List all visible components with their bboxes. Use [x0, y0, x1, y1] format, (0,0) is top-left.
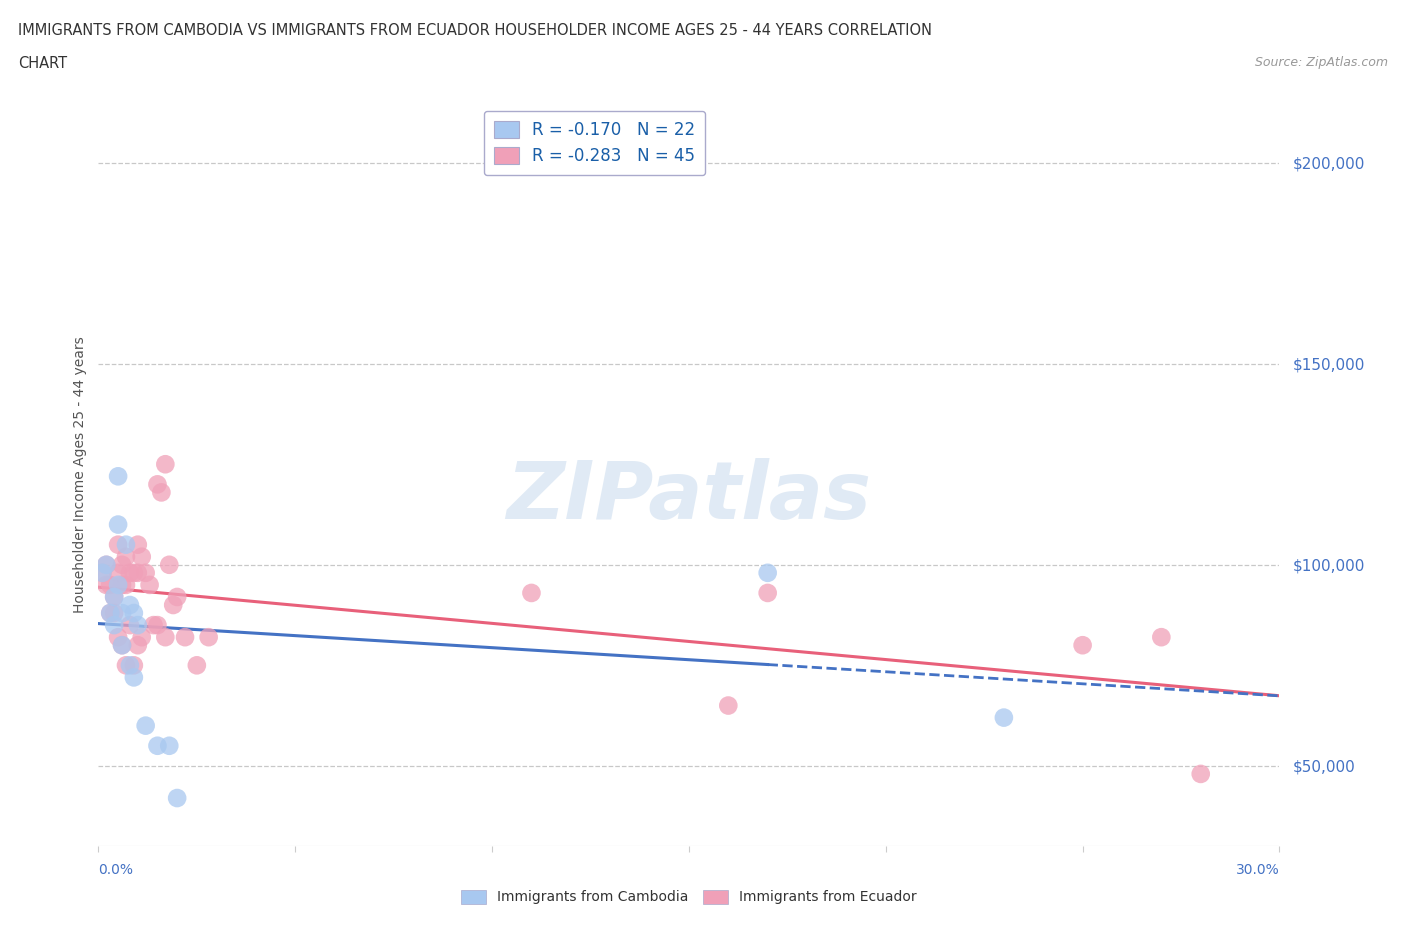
Text: IMMIGRANTS FROM CAMBODIA VS IMMIGRANTS FROM ECUADOR HOUSEHOLDER INCOME AGES 25 -: IMMIGRANTS FROM CAMBODIA VS IMMIGRANTS F… — [18, 23, 932, 38]
Point — [166, 790, 188, 805]
Text: 0.0%: 0.0% — [98, 863, 134, 877]
Point — [150, 485, 173, 499]
Point — [155, 630, 177, 644]
Point — [96, 578, 118, 592]
Y-axis label: Householder Income Ages 25 - 44 years: Householder Income Ages 25 - 44 years — [73, 336, 87, 613]
Point — [111, 638, 134, 653]
Point — [174, 630, 197, 644]
Point — [103, 590, 125, 604]
Point — [107, 630, 129, 644]
Point — [91, 565, 114, 580]
Point — [107, 565, 129, 580]
Point — [103, 605, 125, 620]
Point — [127, 538, 149, 552]
Point — [756, 586, 779, 601]
Point — [197, 630, 219, 644]
Point — [1150, 630, 1173, 644]
Point — [91, 565, 114, 580]
Point — [186, 658, 208, 672]
Point — [118, 565, 141, 580]
Point — [127, 638, 149, 653]
Point — [96, 557, 118, 572]
Point — [520, 586, 543, 601]
Point — [122, 605, 145, 620]
Point — [122, 565, 145, 580]
Point — [122, 658, 145, 672]
Point — [155, 457, 177, 472]
Point — [96, 557, 118, 572]
Text: Source: ZipAtlas.com: Source: ZipAtlas.com — [1254, 56, 1388, 69]
Point — [127, 618, 149, 632]
Point — [1071, 638, 1094, 653]
Point — [111, 605, 134, 620]
Point — [135, 565, 157, 580]
Point — [993, 711, 1015, 725]
Point — [98, 605, 121, 620]
Point — [107, 538, 129, 552]
Point — [127, 565, 149, 580]
Point — [115, 578, 138, 592]
Point — [103, 590, 125, 604]
Point — [98, 578, 121, 592]
Point — [146, 618, 169, 632]
Point — [107, 578, 129, 592]
Point — [131, 550, 153, 565]
Point — [107, 517, 129, 532]
Legend: Immigrants from Cambodia, Immigrants from Ecuador: Immigrants from Cambodia, Immigrants fro… — [456, 884, 922, 910]
Point — [122, 670, 145, 684]
Point — [98, 605, 121, 620]
Point — [118, 618, 141, 632]
Point — [162, 598, 184, 613]
Point — [103, 618, 125, 632]
Point — [135, 718, 157, 733]
Point — [157, 738, 180, 753]
Point — [157, 557, 180, 572]
Point — [111, 557, 134, 572]
Point — [118, 598, 141, 613]
Point — [166, 590, 188, 604]
Point — [115, 538, 138, 552]
Point — [131, 630, 153, 644]
Point — [111, 638, 134, 653]
Text: ZIPatlas: ZIPatlas — [506, 458, 872, 536]
Point — [111, 578, 134, 592]
Text: 30.0%: 30.0% — [1236, 863, 1279, 877]
Point — [138, 578, 160, 592]
Point — [118, 658, 141, 672]
Point — [717, 698, 740, 713]
Text: CHART: CHART — [18, 56, 67, 71]
Point — [146, 738, 169, 753]
Point — [146, 477, 169, 492]
Point — [115, 658, 138, 672]
Point — [1189, 766, 1212, 781]
Point — [756, 565, 779, 580]
Point — [142, 618, 165, 632]
Point — [107, 469, 129, 484]
Point — [115, 550, 138, 565]
